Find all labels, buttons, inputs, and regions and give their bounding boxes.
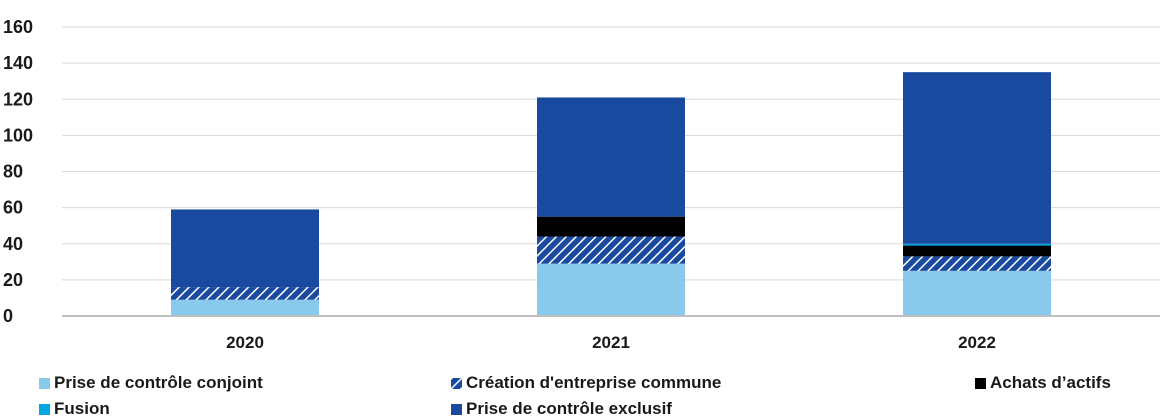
y-tick-label: 80	[3, 162, 23, 182]
bar-segment	[537, 97, 685, 217]
y-tick-label: 140	[3, 53, 33, 73]
legend-item-prise-controle-exclusif: Prise de contrôle exclusif	[451, 399, 672, 419]
y-tick-label: 120	[3, 89, 33, 109]
y-tick-label: 100	[3, 125, 33, 145]
legend-label: Fusion	[54, 399, 110, 418]
legend-item-creation-entreprise-commune: Création d'entreprise commune	[451, 373, 721, 393]
y-tick-label: 60	[3, 198, 23, 218]
bar-segment	[171, 287, 319, 300]
x-tick-label: 2022	[958, 333, 996, 352]
legend-label: Achats d’actifs	[990, 373, 1111, 392]
bar-segment	[537, 263, 685, 316]
bar-segment	[171, 299, 319, 316]
legend-swatch-hatched	[451, 377, 462, 389]
legend-label: Prise de contrôle exclusif	[466, 399, 672, 418]
x-tick-label: 2020	[226, 333, 264, 352]
y-tick-label: 0	[3, 306, 13, 326]
bar-segment	[903, 270, 1051, 316]
y-tick-label: 160	[3, 17, 33, 37]
legend: Prise de contrôle conjoint Création d'en…	[0, 373, 1160, 419]
x-axis-ticks: 2020 2021 2022	[226, 333, 996, 352]
legend-item-achats-actifs: Achats d’actifs	[975, 373, 1111, 393]
legend-item-prise-controle-conjoint: Prise de contrôle conjoint	[39, 373, 263, 393]
stacked-bar-chart: 0 20 40 60 80 100 120 140 160 2020 2021 2022	[3, 17, 1160, 352]
bar-segment	[903, 256, 1051, 271]
y-tick-label: 40	[3, 234, 23, 254]
bar-segment	[537, 216, 685, 237]
legend-swatch-light-blue	[39, 377, 50, 389]
bar-segment	[537, 236, 685, 264]
bar-segment	[903, 72, 1051, 244]
legend-label: Prise de contrôle conjoint	[54, 373, 263, 392]
bar-segment	[171, 209, 319, 288]
bars	[171, 72, 1051, 316]
legend-swatch-black	[975, 377, 986, 389]
legend-item-fusion: Fusion	[39, 399, 110, 419]
y-tick-label: 20	[3, 270, 23, 290]
x-tick-label: 2021	[592, 333, 630, 352]
legend-swatch-dark-blue	[451, 403, 462, 415]
legend-label: Création d'entreprise commune	[466, 373, 722, 392]
legend-swatch-cyan	[39, 403, 50, 415]
bar-segment	[903, 245, 1051, 257]
y-axis-ticks: 0 20 40 60 80 100 120 140 160	[3, 17, 33, 326]
bar-segment	[903, 243, 1051, 246]
